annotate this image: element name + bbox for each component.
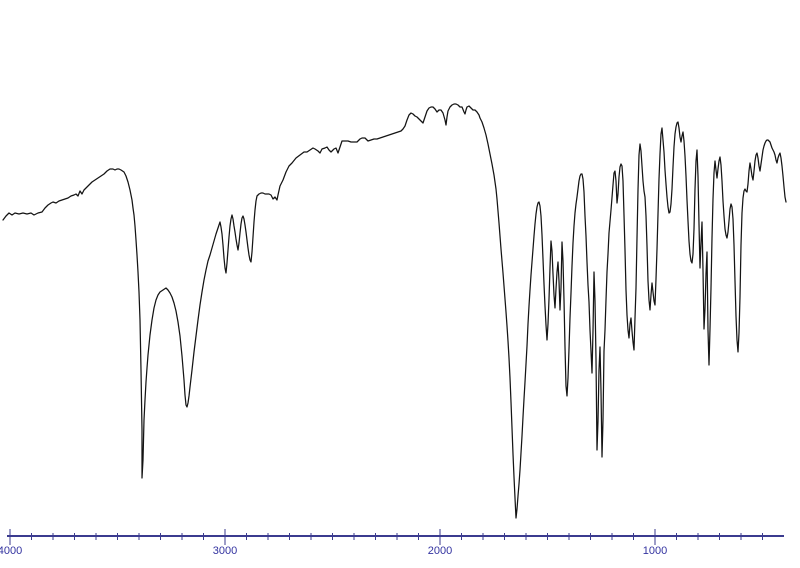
spectrum-curve [2, 103, 787, 519]
x-axis-tick-label: 4000 [0, 545, 22, 557]
x-axis-tick-label: 1000 [643, 545, 667, 557]
x-axis: 4000 3000 2000 1000 [0, 529, 784, 557]
x-axis-labels: 4000 3000 2000 1000 [0, 545, 667, 557]
x-axis-ticks [9, 529, 763, 545]
x-axis-tick-label: 3000 [213, 545, 237, 557]
x-axis-tick-label: 2000 [428, 545, 452, 557]
